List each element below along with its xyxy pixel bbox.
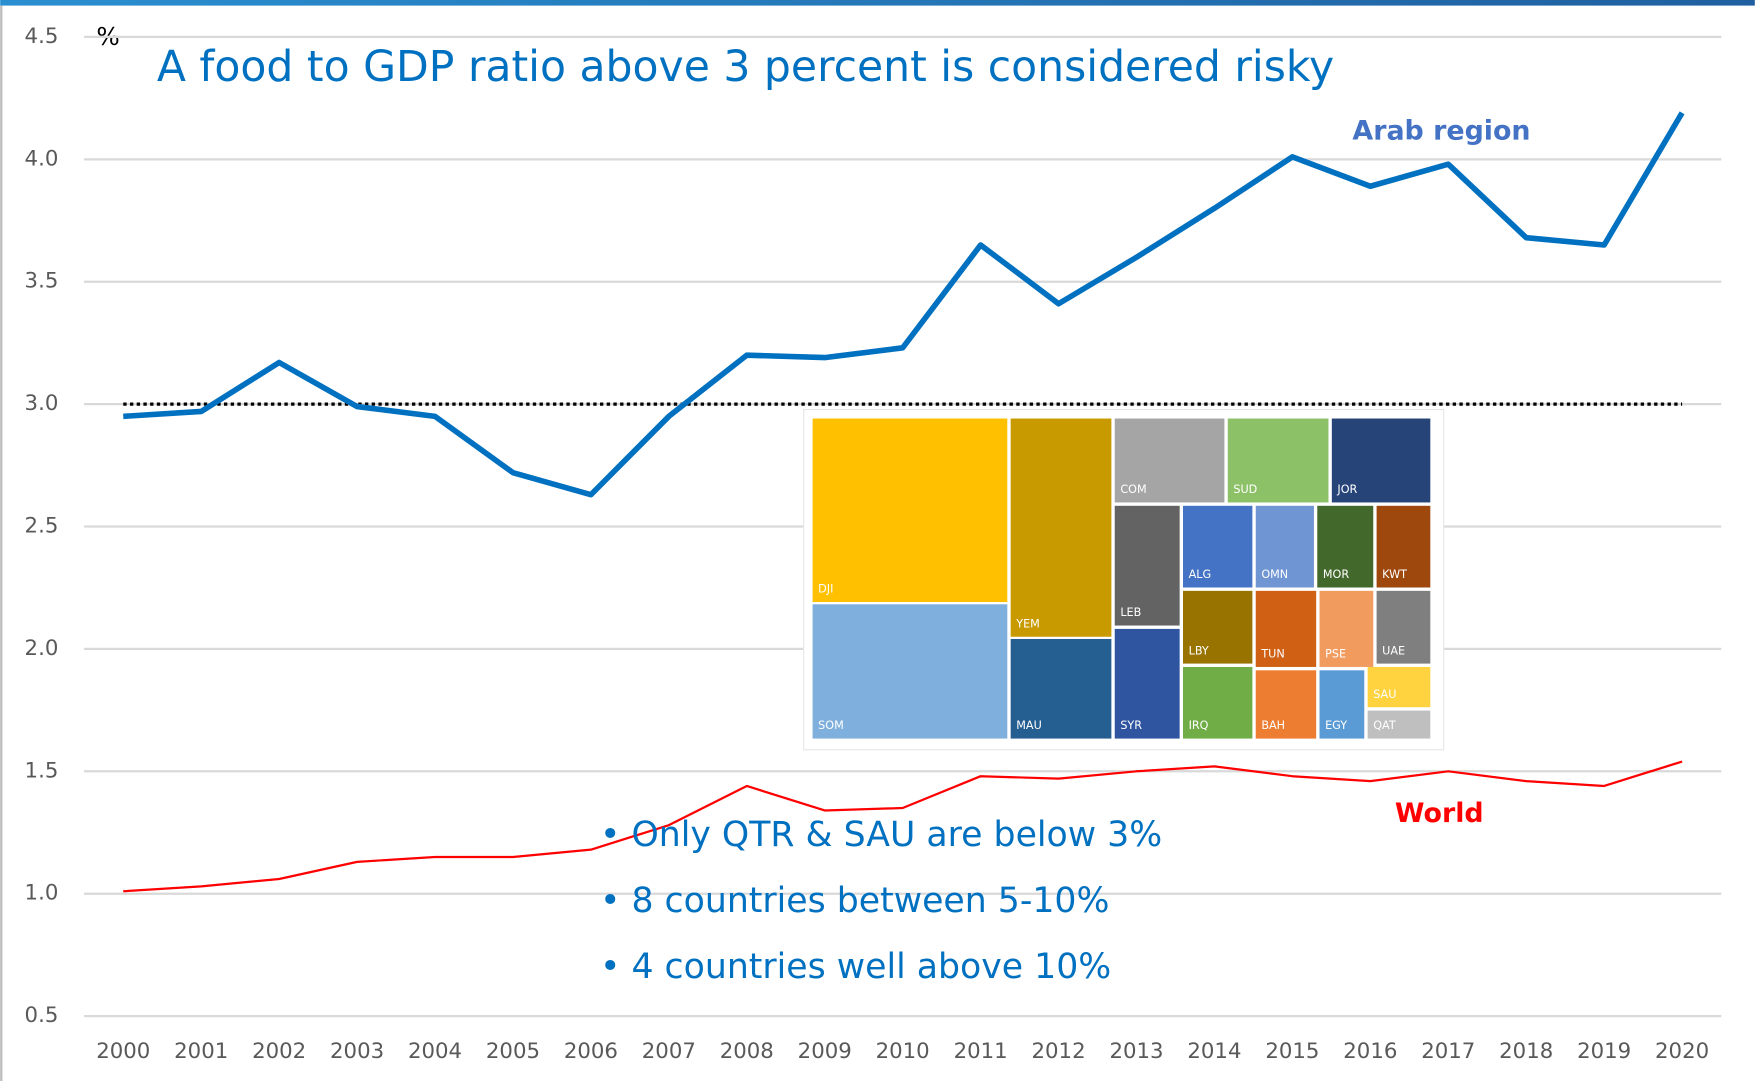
x-tick-label: 2019 [1577,1039,1631,1064]
x-tick-label: 2015 [1265,1039,1319,1064]
treemap-label: SYR [1120,719,1142,732]
treemap-label: TUN [1260,648,1284,661]
treemap-label: MAU [1016,719,1041,732]
treemap-label: OMN [1261,568,1288,581]
series-line [123,760,1683,893]
treemap-label: QAT [1373,719,1396,732]
x-tick-label: 2005 [486,1039,540,1064]
y-tick-label: 1.5 [25,758,59,783]
treemap-cell [1255,505,1314,588]
treemap-label: BAH [1261,719,1285,732]
x-tick-label: 2004 [408,1039,462,1064]
treemap-label: SAU [1373,688,1396,701]
treemap-label: EGY [1325,719,1347,732]
treemap-label: SUD [1233,483,1257,496]
treemap-label: JOR [1336,483,1357,496]
treemap-cell [1255,590,1317,667]
treemap-cell [1114,628,1180,739]
treemap-label: YEM [1015,617,1040,630]
treemap-cell [812,604,1008,739]
y-tick-label: 0.5 [25,1003,59,1028]
x-tick-label: 2018 [1499,1039,1553,1064]
treemap-label: ALG [1189,568,1212,581]
x-tick-label: 2009 [798,1039,852,1064]
x-tick-label: 2016 [1343,1039,1397,1064]
note: • Only QTR & SAU are below 3% [600,815,1162,855]
treemap-cell [1010,418,1112,637]
y-tick-label: 4.0 [25,146,59,171]
treemap-cell [1255,670,1317,739]
y-tick-label: 3.5 [25,269,59,294]
note: • 8 countries between 5-10% [600,881,1110,921]
x-tick-label: 2000 [96,1039,150,1064]
x-tick-label: 2013 [1109,1039,1163,1064]
treemap-cell [1114,505,1180,626]
note: • 4 countries well above 10% [600,947,1111,987]
series-label: Arab region [1352,116,1530,147]
treemap-cell [1183,666,1253,739]
treemap-cell [1227,418,1329,503]
treemap-cell [1376,505,1431,588]
treemap-label: DJI [818,583,833,596]
treemap-label: MOR [1323,568,1349,581]
y-tick-label: 1.0 [25,881,59,906]
treemap-cell [1367,710,1431,739]
series-line [123,111,1685,498]
treemap-label: SOM [818,719,844,732]
treemap-label: COM [1120,483,1146,496]
treemap-label: IRQ [1189,719,1209,732]
top-border [0,0,1755,6]
x-tick-label: 2020 [1655,1039,1709,1064]
treemap-cell [1331,418,1431,503]
x-tick-label: 2007 [642,1039,696,1064]
y-tick-label: 2.0 [25,636,59,661]
y-tick-label: 3.0 [25,391,59,416]
treemap-label: UAE [1382,644,1405,657]
treemap-cell [1319,670,1365,739]
treemap-label: PSE [1325,648,1346,661]
x-tick-label: 2011 [954,1039,1008,1064]
x-tick-label: 2010 [876,1039,930,1064]
treemap-cell [1183,590,1253,664]
x-tick-label: 2012 [1032,1039,1086,1064]
x-tick-label: 2003 [330,1039,384,1064]
treemap-cell [1319,590,1374,667]
treemap-cell [1183,505,1253,588]
treemap-cell [1367,666,1431,708]
treemap-cell [812,418,1008,603]
y-tick-label: 2.5 [25,514,59,539]
x-tick-label: 2001 [174,1039,228,1064]
x-tick-label: 2014 [1187,1039,1241,1064]
treemap-cell [1376,590,1431,664]
x-tick-label: 2002 [252,1039,306,1064]
x-tick-label: 2008 [720,1039,774,1064]
treemap: DJI SOM YEM MAU COM SUD JOR LEB SYR ALG OMN MOR KWT L… [803,409,1445,751]
y-tick-label: 4.5 [25,24,59,49]
treemap-label: LEB [1120,606,1141,619]
series-label: World [1395,798,1484,829]
treemap-label: LBY [1189,644,1209,657]
x-tick-label: 2006 [564,1039,618,1064]
treemap-cell [1317,505,1374,588]
treemap-label: KWT [1382,568,1407,581]
x-tick-label: 2017 [1421,1039,1475,1064]
chart-title: A food to GDP ratio above 3 percent is c… [157,43,1334,92]
treemap-cell [1114,418,1225,503]
treemap-cell [1010,638,1112,739]
